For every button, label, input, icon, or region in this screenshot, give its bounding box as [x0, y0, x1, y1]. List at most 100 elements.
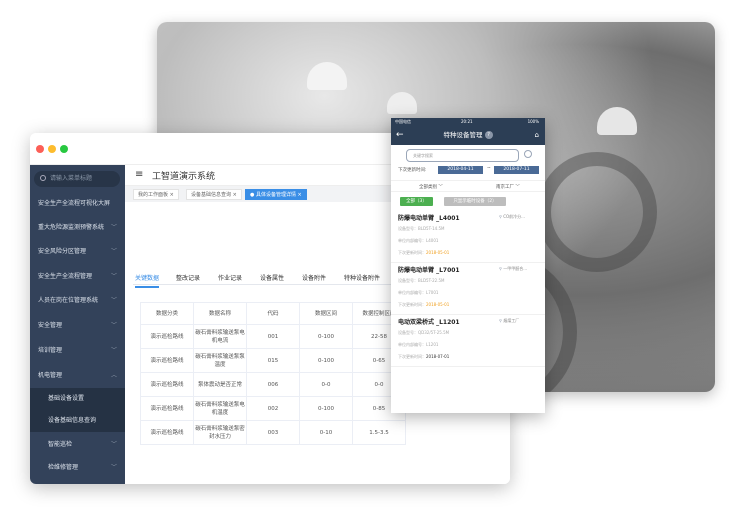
- tag-label: 设备基础信息查询: [191, 192, 232, 198]
- menu-label: 人员在岗在位管理系统: [38, 297, 99, 304]
- tag-label: 我的工作面板: [138, 192, 169, 198]
- menu-label: 安全管理: [38, 322, 63, 329]
- location-text: CO前冷分...: [503, 214, 525, 219]
- table-cell: 0-0: [299, 372, 353, 397]
- table-cell: 0-100: [299, 348, 353, 373]
- menu-item[interactable]: 安全生产全流程可视化大屏: [30, 193, 125, 215]
- menu-item[interactable]: 安全风险分区管理 ﹀: [30, 241, 125, 263]
- data-table: 数据分类 数据名称 代码 数据区间 数据控制区间 演示巡检路线 碳石膏料浆输送泵电…: [140, 302, 406, 445]
- table-row: 演示巡检路线 碳石膏料浆输送泵电机温度 002 0-100 0-85: [140, 396, 406, 421]
- search-icon[interactable]: [524, 150, 532, 158]
- table-cell: 002: [246, 396, 300, 421]
- chevron-down-icon: ﹀: [110, 347, 117, 354]
- date-to-field[interactable]: 2018-07-11: [494, 166, 539, 174]
- submenu-item[interactable]: 基础设备设置: [30, 388, 125, 410]
- temporary-only-button[interactable]: 只显示临时设备（2）: [444, 197, 506, 206]
- search-placeholder: 关键字搜索: [413, 153, 433, 158]
- close-button[interactable]: [36, 145, 44, 153]
- menu-item[interactable]: 培训管理 ﹀: [30, 340, 125, 362]
- table-cell: 演示巡检路线: [140, 348, 194, 373]
- minimize-button[interactable]: [48, 145, 56, 153]
- filter-factory-label: 南京工厂: [496, 185, 514, 190]
- mobile-screen: 中国电信 20:21 100% ← 特种设备管理 ? ⌂ 关键字搜索 下次更新时…: [391, 118, 545, 413]
- tab-attachments[interactable]: 设备附件: [302, 275, 327, 282]
- tab-rectification[interactable]: 整改记录: [176, 275, 201, 282]
- search-icon: [40, 175, 46, 181]
- equipment-list-item[interactable]: 防爆电动单臂 _L7001 ⚲ 一甲甲醛合... 设备型号：BLD5T-22.5…: [391, 263, 545, 315]
- next-update-date: 2018-05-01: [426, 302, 450, 307]
- equipment-list-item[interactable]: 防爆电动单臂 _L4001 ⚲ CO前冷分... 设备型号：BLD5T-14.5…: [391, 211, 545, 263]
- table-cell: 演示巡检路线: [140, 324, 194, 349]
- table-cell: 001: [246, 324, 300, 349]
- carrier: 中国电信: [395, 119, 411, 124]
- tab-key-data[interactable]: 关键数据: [135, 273, 160, 288]
- tab-work-records[interactable]: 作业记录: [218, 275, 243, 282]
- help-icon[interactable]: ?: [484, 131, 493, 139]
- location-text: 一甲甲醛合...: [503, 266, 528, 271]
- chevron-down-icon: ﹀: [110, 273, 117, 280]
- tag-device-detail[interactable]: ● 具体设备管理详情 ×: [245, 189, 307, 200]
- menu-icon[interactable]: ≡: [135, 169, 144, 180]
- menu-item[interactable]: 安全生产全流程管理 ﹀: [30, 266, 125, 288]
- item-next-update: 下次更新时间：2018-05-01: [398, 302, 449, 308]
- chevron-down-icon: ﹀: [110, 297, 117, 304]
- column-header: 数据分类: [140, 302, 194, 325]
- next-update-date: 2018-05-01: [426, 250, 450, 255]
- next-update-label: 下次更新时间：: [398, 250, 426, 255]
- menu-item[interactable]: 安全管理 ﹀: [30, 315, 125, 337]
- table-header: 数据分类 数据名称 代码 数据区间 数据控制区间: [140, 302, 406, 325]
- tab-special-attachments[interactable]: 特种设备附件: [344, 275, 381, 282]
- menu-item[interactable]: 机电管理 ︿: [30, 365, 125, 387]
- table-cell: 演示巡检路线: [140, 420, 194, 445]
- home-icon[interactable]: ⌂: [534, 131, 539, 139]
- date-from-field[interactable]: 2018-04-11: [438, 166, 483, 174]
- menu-label: 检维修管理: [48, 464, 79, 471]
- item-location: ⚲ 一甲甲醛合...: [499, 266, 527, 272]
- location-text: 烟煤工厂: [503, 318, 520, 323]
- item-code: 单位内部编号：L1201: [398, 342, 439, 347]
- screen-title: 特种设备管理: [443, 131, 483, 139]
- clock: 20:21: [461, 119, 473, 124]
- menu-item[interactable]: 检维修管理 ﹀: [30, 457, 125, 479]
- all-button[interactable]: 全部（3）: [400, 197, 433, 206]
- sidebar: 请输入菜单标题 安全生产全流程可视化大屏 重大危险源监测预警系统 ﹀ 安全风险分区…: [30, 165, 125, 484]
- header: ≡ 工智道演示系统: [125, 165, 510, 186]
- item-next-update: 下次更新时间：2018-05-01: [398, 250, 449, 256]
- tag-workbench[interactable]: 我的工作面板 ×: [133, 189, 179, 200]
- menu-label: 重大危险源监测预警系统: [38, 224, 105, 231]
- menu-label: 基础设备设置: [48, 395, 85, 402]
- chevron-down-icon: ﹀: [110, 224, 117, 231]
- item-model: 设备型号：QD32/5T-25.5M: [398, 330, 450, 335]
- menu-item[interactable]: 人员在岗在位管理系统 ﹀: [30, 290, 125, 312]
- menu-item[interactable]: 重大危险源监测预警系统 ﹀: [30, 217, 125, 239]
- back-arrow-icon[interactable]: ←: [396, 130, 404, 140]
- submenu-item[interactable]: 设备基础信息查询: [30, 410, 125, 432]
- menu-label: 机电管理: [38, 372, 63, 379]
- item-code: 单位内部编号：L4001: [398, 238, 439, 243]
- item-title: 防爆电动单臂 _L4001: [398, 215, 460, 222]
- item-title: 防爆电动单臂 _L7001: [398, 267, 460, 274]
- menu-label: 设备基础信息查询: [48, 417, 97, 424]
- table-cell: 演示巡检路线: [140, 372, 194, 397]
- filter-type-label: 全部类别: [419, 185, 437, 190]
- menu-item[interactable]: 智能巡检 ﹀: [30, 434, 125, 456]
- filter-row: 全部类别 ﹀ 南京工厂 ﹀: [391, 180, 545, 192]
- tab-attributes[interactable]: 设备属性: [260, 275, 285, 282]
- column-header: 代码: [246, 302, 300, 325]
- column-header: 数据名称: [193, 302, 247, 325]
- filter-factory-dropdown[interactable]: 南京工厂 ﹀: [496, 185, 520, 190]
- column-header: 数据区间: [299, 302, 353, 325]
- date-label: 下次更新时间:: [398, 168, 427, 173]
- next-update-date: 2018-07-01: [426, 354, 450, 359]
- equipment-list-item[interactable]: 电动双梁桥式 _L1201 ⚲ 烟煤工厂 设备型号：QD32/5T-25.5M …: [391, 315, 545, 367]
- item-title: 电动双梁桥式 _L1201: [398, 319, 460, 326]
- chevron-down-icon: ﹀: [110, 441, 117, 448]
- maximize-button[interactable]: [60, 145, 68, 153]
- table-cell: 0-100: [299, 396, 353, 421]
- filter-type-dropdown[interactable]: 全部类别 ﹀: [419, 185, 443, 190]
- location-pin-icon: ⚲: [499, 318, 502, 323]
- tag-device-query[interactable]: 设备基础信息查询 ×: [186, 189, 242, 200]
- keyword-search-input[interactable]: 关键字搜索: [406, 149, 519, 162]
- table-cell: 碳石膏料浆输送泵泵温度: [193, 348, 247, 373]
- menu-search-input[interactable]: 请输入菜单标题: [34, 171, 120, 187]
